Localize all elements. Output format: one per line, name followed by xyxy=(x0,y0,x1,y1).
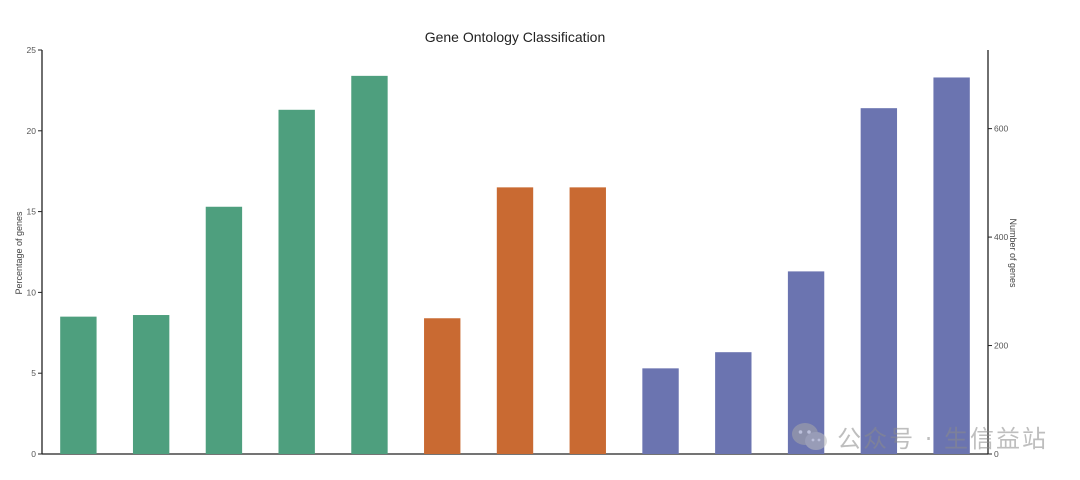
bar xyxy=(278,109,315,455)
plot-area: 0 5 10 15 20 25 0 200 400 600 xyxy=(27,45,1009,459)
y-left-tick-label: 0 xyxy=(31,449,36,459)
y-left-tick-label: 5 xyxy=(31,368,36,378)
y-right-tick-label: 400 xyxy=(994,232,1008,242)
y-right-tick-label: 0 xyxy=(994,449,999,459)
chart-title: Gene Ontology Classification xyxy=(425,29,606,45)
y-axis-right-label: Number of genes xyxy=(1008,218,1018,288)
y-right-tick-label: 600 xyxy=(994,124,1008,134)
bar xyxy=(351,75,388,454)
y-left-tick-label: 10 xyxy=(27,287,37,297)
watermark: 公众号 · 生信益站 xyxy=(791,419,1048,454)
bar xyxy=(642,368,679,454)
watermark-text: 公众号 · 生信益站 xyxy=(837,425,1048,453)
wechat-icon xyxy=(792,422,828,450)
bar xyxy=(860,108,898,455)
bar xyxy=(496,187,534,455)
y-axis-left-label: Percentage of genes xyxy=(14,211,24,295)
bar xyxy=(132,315,170,454)
bar xyxy=(569,187,606,455)
y-left-tick-label: 20 xyxy=(27,126,37,136)
bar xyxy=(715,352,752,454)
bar xyxy=(424,318,461,454)
y-left-tick-label: 15 xyxy=(27,207,37,217)
y-left-tick-label: 25 xyxy=(27,45,37,55)
bar xyxy=(933,77,970,455)
bar xyxy=(60,316,97,454)
bar xyxy=(205,206,243,454)
y-right-tick-label: 200 xyxy=(994,341,1008,351)
